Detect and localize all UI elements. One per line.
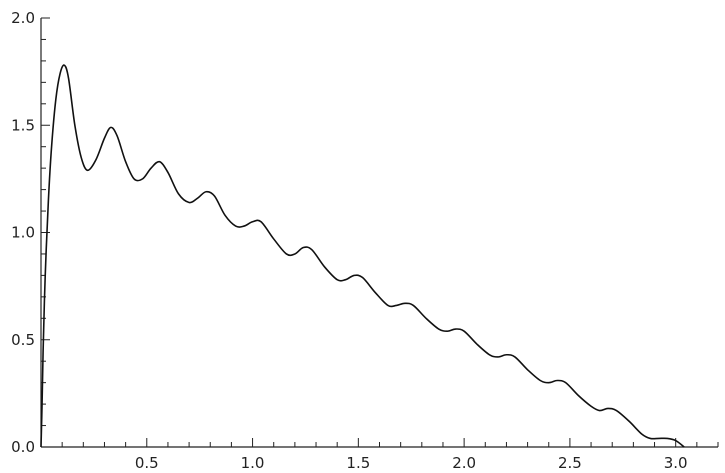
x-tick-label: 1.0: [241, 454, 265, 472]
y-tick-label: 0.5: [11, 331, 35, 349]
x-tick-label: 1.5: [346, 454, 370, 472]
y-tick-label: 0.0: [11, 438, 35, 456]
x-tick-label: 2.0: [452, 454, 476, 472]
x-tick-label: 0.5: [135, 454, 159, 472]
y-axis-tick-labels: 0.0 0.5 1.0 1.5 2.0: [11, 9, 35, 456]
axes: [40, 18, 718, 448]
x-tick-label: 2.5: [558, 454, 582, 472]
y-tick-label: 2.0: [11, 9, 35, 27]
series-line: [40, 64, 685, 448]
x-tick-label: 3.0: [664, 454, 688, 472]
series-group: [40, 64, 685, 448]
x-axis-ticks: [61, 438, 719, 447]
x-axis-tick-labels: 0.5 1.0 1.5 2.0 2.5 3.0: [135, 454, 688, 472]
y-tick-label: 1.5: [11, 116, 35, 134]
y-tick-label: 1.0: [11, 224, 35, 242]
